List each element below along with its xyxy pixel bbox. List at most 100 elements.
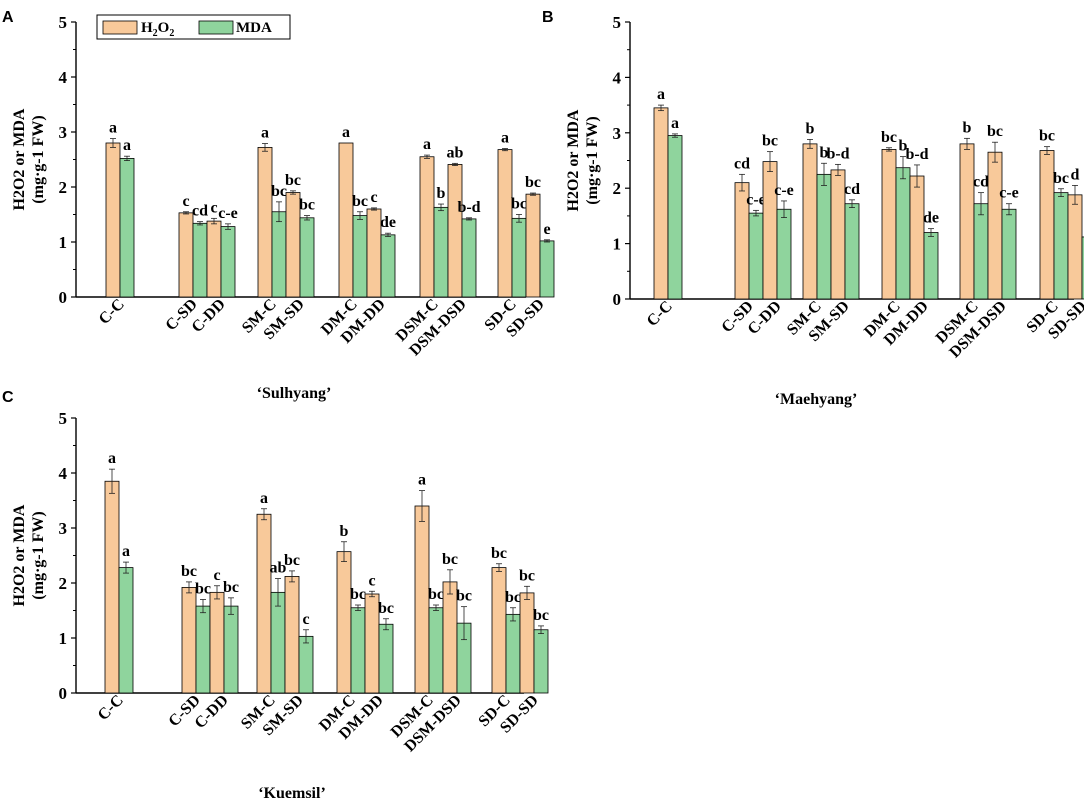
data-label-mda: c-e (999, 185, 1019, 202)
y-tick-label: 1 (613, 235, 622, 254)
y-axis-label-line1: H2O2 or MDA (565, 109, 582, 211)
bar-h2o2 (257, 146, 273, 298)
data-label-h2o2: b (963, 119, 972, 136)
bar-h2o2 (802, 143, 818, 300)
legend-label-mda: MDA (236, 20, 272, 36)
data-label-h2o2: a (342, 124, 350, 141)
data-label-mda: c-e (746, 191, 766, 208)
data-label-h2o2: c (210, 199, 217, 216)
data-label-h2o2: b-d (826, 145, 849, 162)
data-label-mda: bc (428, 586, 444, 603)
bar-mda (119, 157, 135, 298)
bar-h2o2 (497, 149, 513, 298)
data-label-h2o2: bc (442, 551, 458, 568)
bar-mda (223, 605, 239, 694)
y-tick-label: 4 (59, 464, 68, 483)
data-label-mda: ab (270, 560, 287, 577)
bar-h2o2 (959, 143, 975, 300)
bar-h2o2 (1039, 150, 1055, 300)
bar-mda (923, 232, 939, 300)
bar-h2o2 (414, 505, 430, 694)
data-label-h2o2: bc (491, 545, 507, 562)
y-axis-label: H2O2 or MDA (mg·g-1 FW) (565, 109, 601, 211)
bar-h2o2 (336, 551, 352, 694)
y-axis-label: H2O2 or MDA (mg·g-1 FW) (11, 504, 47, 606)
bar-mda (118, 567, 134, 694)
bar-mda (511, 217, 527, 298)
data-label-h2o2: bc (519, 567, 535, 584)
bar-mda (271, 211, 287, 298)
data-label-mda: a (123, 137, 131, 154)
bar-mda (539, 240, 555, 298)
bar-h2o2 (366, 208, 382, 298)
data-label-mda: de (380, 214, 396, 231)
bar-mda (270, 591, 286, 694)
bar-h2o2 (104, 480, 120, 694)
bar-mda (1053, 192, 1069, 300)
data-label-mda: cd (844, 181, 860, 198)
bar-mda (220, 226, 236, 298)
data-label-mda: c (302, 611, 309, 628)
data-label-mda: cd (973, 174, 989, 191)
y-tick-label: 0 (59, 684, 68, 703)
panel-label-b: B (542, 9, 554, 26)
bar-mda (461, 218, 477, 298)
chart-title: ‘Sulhyang’ (257, 385, 332, 402)
y-tick-label: 2 (59, 574, 68, 593)
data-label-mda: bc (378, 600, 394, 617)
data-label-h2o2: a (109, 120, 117, 137)
y-axis-label: H2O2 or MDA (mg·g-1 FW) (11, 108, 47, 210)
data-label-mda: bc (505, 589, 521, 606)
bar-mda (816, 173, 832, 300)
y-tick-label: 3 (613, 124, 622, 143)
bar-mda (776, 208, 792, 300)
data-label-h2o2: bc (1039, 128, 1055, 145)
bar-h2o2 (284, 576, 300, 694)
bar-h2o2 (447, 164, 463, 298)
data-label-h2o2: ab (447, 144, 464, 161)
data-label-h2o2: c (368, 572, 375, 589)
data-label-h2o2: c (213, 567, 220, 584)
y-tick-label: 2 (59, 178, 68, 197)
bar-h2o2 (491, 567, 507, 694)
y-tick-label: 2 (613, 179, 622, 198)
y-tick-label: 5 (59, 409, 68, 428)
y-tick-label: 4 (59, 68, 68, 87)
y-tick-label: 1 (59, 233, 68, 252)
bar-mda (433, 206, 449, 298)
bar-mda (299, 217, 315, 298)
bar-mda (195, 605, 211, 694)
y-tick-label: 3 (59, 123, 68, 142)
data-label-h2o2: c (182, 193, 189, 210)
data-label-mda: de (923, 210, 939, 227)
legend-swatch-mda (198, 20, 234, 35)
data-label-h2o2: d (1071, 166, 1080, 183)
legend-label-h2o2: H2O2 (141, 20, 174, 39)
bar-mda (1081, 236, 1084, 300)
category-label: C-C (95, 692, 127, 724)
bar-h2o2 (830, 169, 846, 300)
data-label-h2o2: bc (525, 174, 541, 191)
bar-mda (192, 222, 208, 298)
bar-h2o2 (364, 593, 380, 694)
data-label-h2o2: a (260, 490, 268, 507)
data-label-h2o2: bc (987, 123, 1003, 140)
data-label-mda: e (543, 221, 550, 238)
legend-swatch-h2o2 (102, 20, 138, 35)
chart-title: ‘Kuemsil’ (258, 785, 326, 802)
data-label-mda: bc (456, 588, 472, 605)
bar-h2o2 (1067, 194, 1083, 300)
data-label-h2o2: bc (181, 563, 197, 580)
data-label-mda: b-d (457, 199, 480, 216)
data-label-mda: b (437, 185, 446, 202)
data-label-mda: b (899, 138, 908, 155)
data-label-mda: cd (192, 203, 208, 220)
data-label-h2o2: bc (284, 552, 300, 569)
y-tick-label: 1 (59, 629, 68, 648)
y-axis-label-line2: (mg·g-1 FW) (30, 115, 47, 203)
data-label-h2o2: b (340, 523, 349, 540)
bar-h2o2 (909, 175, 925, 300)
